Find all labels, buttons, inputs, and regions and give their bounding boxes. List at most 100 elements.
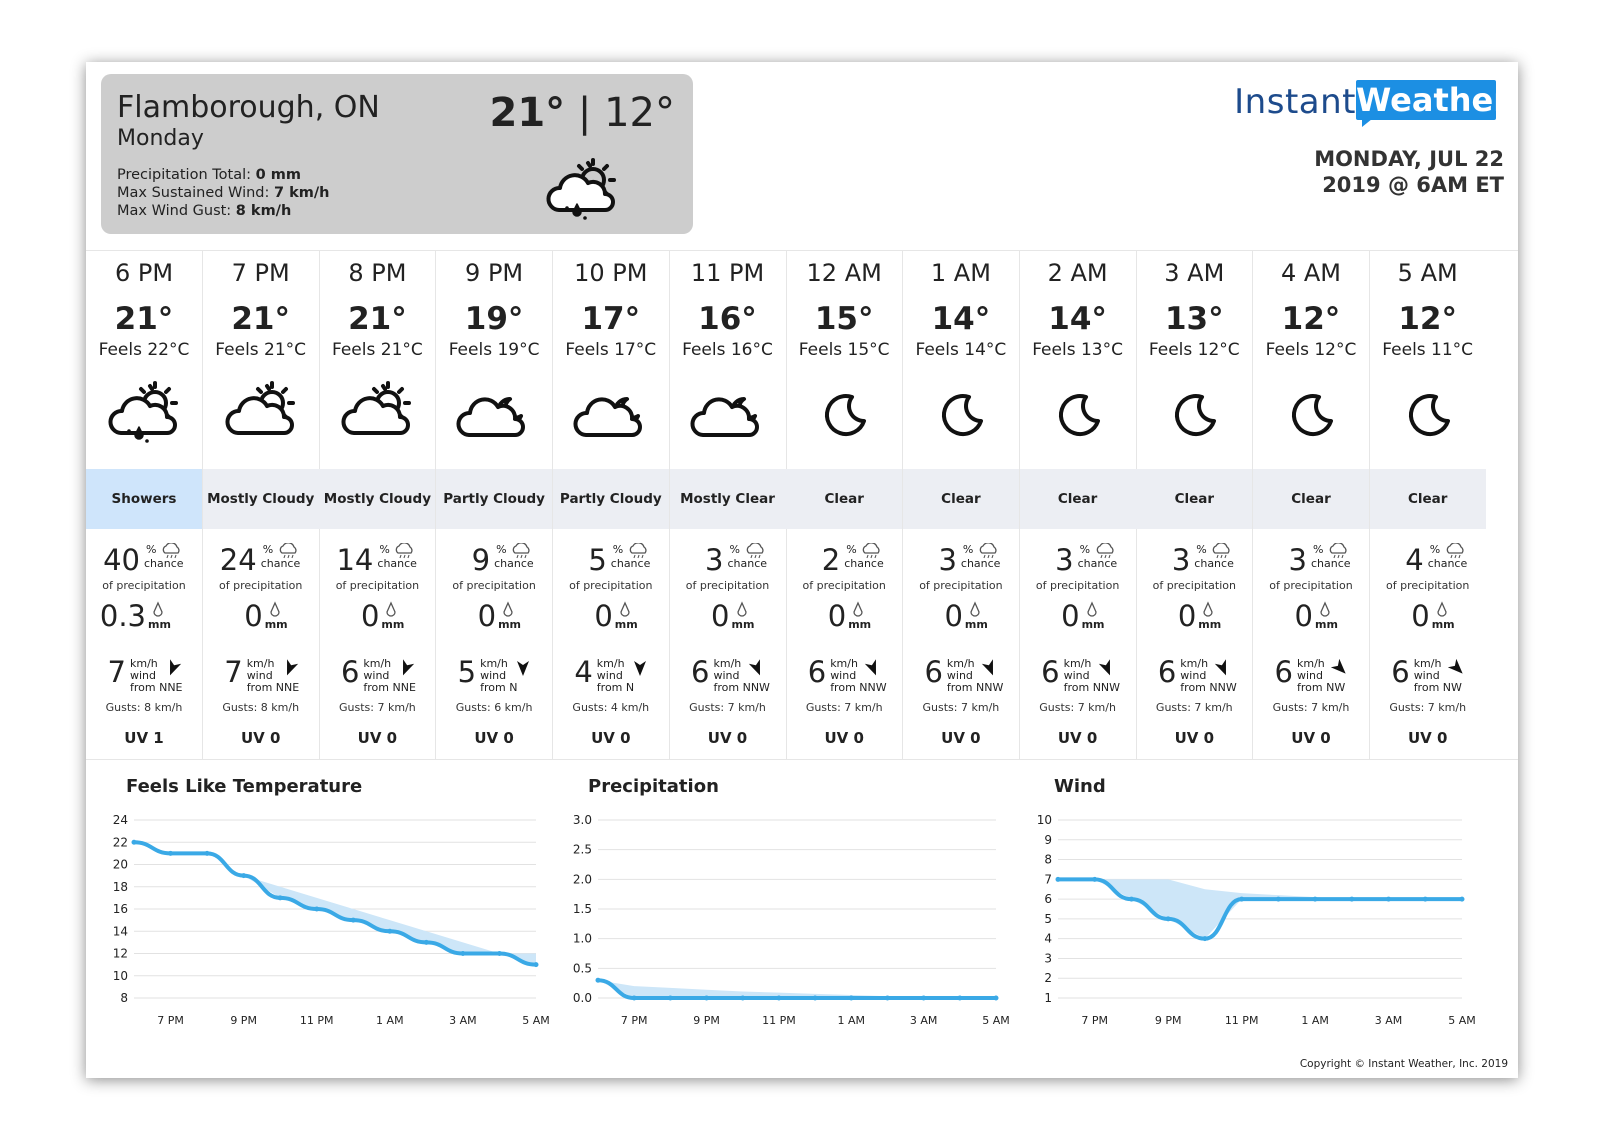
x-tick-label: 9 PM — [230, 1014, 257, 1027]
wind-direction: from NNW — [946, 681, 1004, 694]
wind-speed-value: 6 — [924, 655, 943, 689]
wind-direction: from NNW — [830, 681, 887, 694]
precip-chance-value: 14 — [336, 543, 374, 577]
wind-speed: 5 km/h wind from N — [436, 655, 552, 695]
feels-like-chart: Feels Like Temperature 8 10 12 14 16 18 20 22 24… — [86, 758, 556, 1058]
hour-condition: Clear — [1253, 469, 1369, 529]
x-tick-label: 5 AM — [1448, 1014, 1476, 1027]
hour-condition: Clear — [902, 469, 1019, 529]
chart-title: Feels Like Temperature — [126, 776, 363, 797]
wind-speed: 7 km/h wind from NNE — [86, 655, 202, 695]
hour-condition: Mostly Cloudy — [319, 469, 436, 529]
percent-sign: % — [496, 543, 507, 556]
rain-cloud-icon — [1213, 543, 1230, 559]
y-tick-label: 0.5 — [573, 961, 592, 975]
wind-speed-value: 6 — [1157, 655, 1177, 689]
data-point — [277, 895, 283, 901]
hour-condition: Clear — [1369, 469, 1486, 529]
y-tick-label: 9 — [1044, 833, 1052, 847]
rain-cloud-icon — [979, 543, 997, 559]
x-tick-label: 11 PM — [1225, 1014, 1259, 1027]
percent-sign: % — [1429, 543, 1441, 556]
hour-column: 5 AM 12° Feels 11°C Clear 4% chance of precipi… — [1369, 251, 1486, 759]
precip-amount: 0 mm — [1136, 599, 1252, 635]
x-tick-label: 11 PM — [300, 1014, 334, 1027]
series-line — [132, 840, 538, 967]
precip-amount-value: 0.3 — [99, 599, 146, 633]
precip-amount-value: 0 — [360, 599, 380, 633]
mm-unit: mm — [1431, 618, 1455, 631]
percent-sign: % — [1313, 543, 1324, 556]
wind-arrow-icon — [403, 659, 415, 676]
of-precipitation-label: of precipitation — [1152, 579, 1236, 592]
y-tick-label: 6 — [1044, 892, 1052, 906]
hour-time: 5 AM — [1397, 259, 1458, 287]
wind-label: wind — [130, 669, 157, 682]
logo-weather-text: Weather — [1356, 80, 1510, 127]
rain-cloud-icon — [1446, 543, 1464, 559]
uv-index: UV 0 — [1291, 729, 1331, 747]
y-tick-label: 8 — [1044, 853, 1052, 867]
precip-amount-value: 0 — [594, 599, 613, 633]
data-point — [993, 995, 999, 1001]
hour-time: 2 AM — [1047, 259, 1108, 287]
precip-chance: 14% chance of precipitation — [319, 543, 435, 592]
x-tick-label: 5 AM — [982, 1014, 1010, 1027]
rain-cloud-icon — [512, 543, 530, 559]
kmh-unit: km/h — [1063, 657, 1092, 670]
wind-speed: 6 km/h wind from NW — [1370, 655, 1486, 695]
data-point — [1386, 896, 1392, 902]
y-tick-label: 3.0 — [573, 813, 592, 827]
x-tick-label: 3 AM — [449, 1014, 477, 1027]
precip-amount-value: 0 — [827, 599, 847, 633]
rain-cloud-icon — [746, 543, 764, 559]
data-point — [1202, 936, 1208, 942]
precip-chance: 2% chance of precipitation — [786, 543, 902, 592]
wind-speed-value: 6 — [1274, 655, 1293, 689]
percent-sign: % — [262, 543, 274, 556]
brand-logo[interactable]: Instant Weather — [1196, 80, 1510, 127]
hour-feels-like: Feels 12°C — [1265, 340, 1357, 360]
wind-direction: from NW — [1297, 681, 1346, 694]
max-wind-row: Max Sustained Wind: 7 km/h — [117, 184, 330, 202]
data-point — [460, 951, 466, 956]
y-tick-label: 10 — [1037, 813, 1052, 827]
y-tick-label: 1.0 — [573, 932, 592, 946]
wind-label: wind — [1063, 669, 1090, 682]
precipitation-chart-plot: 0.0 0.5 1.0 1.5 2.0 2.5 3.0 7 PM 9 PM 11 PM 1 AM 3 … — [573, 813, 1010, 1027]
issue-datetime: MONDAY, JUL 22 2019 @ 6AM ET — [1314, 146, 1504, 198]
hour-feels-like: Feels 13°C — [1032, 340, 1123, 360]
percent-sign: % — [379, 543, 390, 556]
percent-sign: % — [146, 543, 157, 556]
data-point — [496, 951, 502, 956]
kmh-unit: km/h — [1297, 657, 1325, 670]
hour-feels-like: Feels 19°C — [448, 340, 540, 360]
wind-direction: from NNE — [130, 681, 183, 694]
data-point — [957, 995, 963, 1001]
hour-temp: 21° — [114, 301, 174, 337]
wind-gust: Gusts: 8 km/h — [105, 701, 183, 714]
data-point — [1422, 896, 1428, 902]
wind-label: wind — [596, 669, 623, 682]
wind-gust: Gusts: 8 km/h — [222, 701, 300, 714]
wind-direction: from NW — [1413, 681, 1462, 694]
y-tick-label: 0.0 — [573, 991, 592, 1005]
data-point — [131, 839, 137, 845]
data-point — [1239, 896, 1245, 902]
y-tick-label: 10 — [113, 969, 128, 983]
precip-amount: 0 mm — [436, 599, 552, 635]
y-tick-label: 16 — [113, 902, 128, 916]
uv-index: UV 0 — [357, 729, 398, 747]
of-precipitation-label: of precipitation — [335, 579, 420, 592]
uv-index: UV 0 — [824, 729, 864, 747]
of-precipitation-label: of precipitation — [1269, 579, 1353, 592]
of-precipitation-label: of precipitation — [1035, 579, 1120, 592]
precip-chance-value: 3 — [1171, 543, 1191, 577]
wind-direction: from N — [596, 681, 635, 694]
location-name: Flamborough, ON — [117, 90, 380, 125]
of-precipitation-label: of precipitation — [218, 579, 303, 592]
data-point — [848, 995, 854, 1001]
series-line — [1056, 877, 1464, 941]
raindrop-icon — [1320, 601, 1330, 617]
hour-condition: Clear — [1136, 469, 1253, 529]
